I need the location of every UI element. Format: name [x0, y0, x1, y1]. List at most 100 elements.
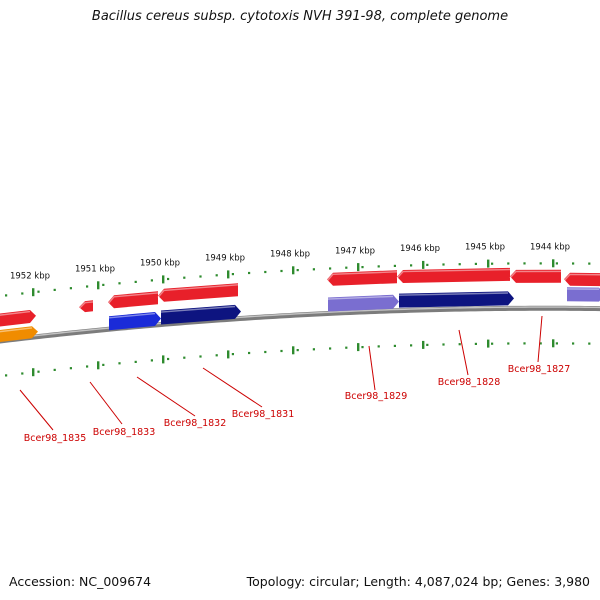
tick-dot [280, 349, 283, 353]
tick-dot [296, 349, 299, 352]
tick-major [32, 368, 35, 377]
tick-dot [491, 342, 494, 345]
gene-labels: Bcer98_1835 Bcer98_1833 Bcer98_1832 Bcer98_… [24, 364, 571, 444]
gene-label: Bcer98_1832 [164, 418, 227, 429]
tick-dot [555, 342, 558, 345]
tick-dot [474, 262, 477, 265]
genome-summary-text: Topology: circular; Length: 4,087,024 bp… [246, 574, 590, 589]
leader-line [19, 389, 54, 431]
tick-dot [280, 269, 283, 273]
cds-forward-highlight [107, 292, 159, 305]
tick-dot [507, 262, 510, 265]
gene-label: Bcer98_1829 [345, 391, 408, 402]
tick-major [292, 346, 295, 355]
scale-label: 1946 kbp [400, 244, 440, 254]
tick-dot [134, 280, 137, 283]
cds-forward [397, 267, 510, 283]
tick-dot [572, 262, 575, 265]
tick-major [357, 343, 360, 352]
tick-major [422, 260, 425, 269]
cds-forward [327, 270, 397, 286]
tick-dot [296, 269, 299, 272]
tick-dot [377, 265, 380, 268]
tick-dot [442, 343, 445, 346]
accession-text: Accession: NC_009674 [9, 574, 152, 589]
tick-dot [539, 342, 542, 345]
tick-dot [248, 271, 251, 275]
tick-dot [458, 263, 461, 266]
tick-dot [474, 342, 477, 345]
tick-major [552, 339, 555, 348]
tick-major [292, 266, 295, 275]
tick-dot [102, 363, 105, 366]
outer-tick-track [5, 259, 591, 297]
scale-label: 1952 kbp [10, 272, 50, 282]
cds-forward-highlight [509, 270, 562, 279]
tick-dot [426, 343, 429, 346]
tick-major [227, 270, 230, 279]
cds-reverse [567, 287, 600, 302]
leader-line [368, 345, 376, 391]
scale-label: 1948 kbp [270, 250, 310, 260]
backbone-highlight [0, 306, 600, 341]
tick-dot [555, 262, 558, 265]
scale-label: 1947 kbp [335, 246, 375, 256]
cds-reverse-highlight [398, 292, 509, 296]
gene-label: Bcer98_1827 [508, 364, 571, 375]
tick-dot [150, 359, 153, 362]
tick-dot [86, 285, 89, 288]
tick-dot [183, 356, 186, 359]
leader-line [89, 381, 123, 425]
tick-dot [118, 282, 121, 285]
cds-reverse [0, 326, 38, 343]
tick-dot [53, 368, 56, 371]
tick-dot [312, 268, 315, 271]
cds-reverse [399, 291, 514, 308]
tick-major [487, 339, 490, 348]
gene-label: Bcer98_1831 [232, 409, 295, 420]
cds-forward [510, 269, 561, 283]
tick-dot [442, 263, 445, 266]
tick-dot [69, 287, 72, 290]
tick-dot [329, 267, 332, 270]
scale-label: 1945 kbp [465, 243, 505, 253]
tick-dot [523, 262, 526, 265]
cds-reverse [328, 294, 399, 312]
tick-dot [361, 266, 364, 269]
tick-major [227, 350, 230, 359]
cds-forward-highlight [396, 268, 511, 279]
genome-backbone [0, 305, 600, 344]
cds-forward [0, 310, 36, 327]
tick-major [357, 263, 360, 272]
backbone-arc [0, 305, 600, 344]
tick-dot [345, 266, 348, 269]
leader-line [458, 329, 469, 376]
tick-dot [102, 283, 105, 286]
tick-dot [86, 365, 89, 368]
tick-dot [231, 273, 234, 276]
tick-dot [507, 342, 510, 345]
tick-dot [215, 354, 218, 357]
tick-dot [426, 263, 429, 266]
cds-reverse-highlight [0, 327, 33, 333]
tick-dot [361, 346, 364, 349]
cds-reverse [161, 304, 241, 325]
gene-label: Bcer98_1835 [24, 433, 87, 444]
tick-dot [377, 345, 380, 348]
cds-forward-highlight [157, 284, 239, 298]
cds-forward-highlight [326, 271, 398, 282]
tick-dot [329, 347, 332, 350]
cds-forward-highlight [563, 273, 600, 282]
tick-dot [523, 342, 526, 345]
tick-dot [572, 342, 575, 345]
scale-label: 1944 kbp [530, 242, 570, 252]
tick-major [32, 288, 35, 297]
tick-dot [167, 277, 170, 281]
tick-dot [312, 348, 315, 351]
leader-line [202, 367, 263, 408]
tick-major [487, 259, 490, 268]
tick-dot [410, 264, 413, 267]
tick-dot [5, 294, 8, 297]
tick-dot [199, 355, 202, 358]
inner-tick-track [5, 339, 591, 377]
